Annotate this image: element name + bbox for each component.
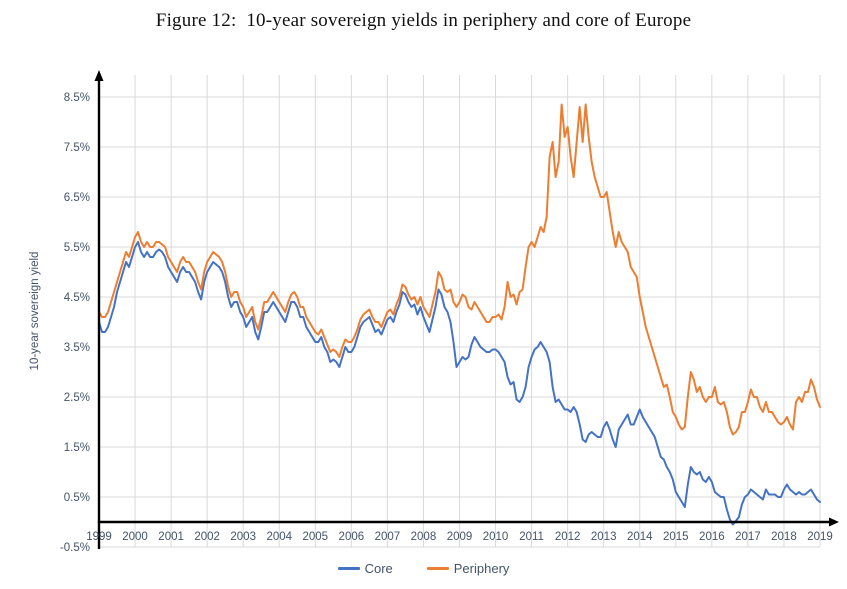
core-line-swatch	[337, 567, 360, 570]
svg-text:2018: 2018	[771, 531, 797, 543]
legend-item-periphery: Periphery	[426, 561, 510, 576]
svg-text:2000: 2000	[122, 531, 148, 543]
svg-text:2008: 2008	[411, 531, 437, 543]
svg-text:4.5%: 4.5%	[64, 292, 90, 304]
svg-text:2006: 2006	[339, 531, 365, 543]
svg-text:2019: 2019	[807, 531, 833, 543]
svg-text:2.5%: 2.5%	[64, 392, 90, 404]
svg-text:2011: 2011	[519, 531, 544, 543]
periphery-line-swatch	[426, 567, 449, 570]
svg-text:2015: 2015	[663, 531, 689, 543]
svg-text:3.5%: 3.5%	[64, 342, 90, 354]
svg-text:1.5%: 1.5%	[64, 442, 90, 454]
svg-text:2013: 2013	[591, 531, 617, 543]
svg-text:2016: 2016	[699, 531, 725, 543]
y-tick-labels: 8.5% 7.5% 6.5% 5.5% 4.5% 3.5% 2.5% 1.5% 0.5% -0.5…	[60, 92, 90, 554]
x-tick-labels: 1999 2000 2001 2002 2003 2004 2005 2006 2007 2008…	[86, 531, 833, 543]
svg-text:2012: 2012	[555, 531, 581, 543]
figure-title: Figure 12: 10-year sovereign yields in p…	[155, 10, 692, 31]
periphery-series-line	[98, 103, 821, 436]
legend-item-core: Core	[337, 561, 393, 576]
gridlines	[98, 75, 821, 548]
svg-text:7.5%: 7.5%	[64, 142, 90, 154]
x-axis-arrow-icon	[829, 517, 839, 527]
svg-text:2010: 2010	[483, 531, 509, 543]
svg-text:2004: 2004	[266, 531, 292, 543]
svg-text:2003: 2003	[230, 531, 256, 543]
svg-text:2001: 2001	[158, 531, 184, 543]
svg-text:2009: 2009	[447, 531, 473, 543]
svg-text:2002: 2002	[194, 531, 220, 543]
y-axis-arrow-icon	[94, 70, 104, 81]
svg-text:2014: 2014	[627, 531, 653, 543]
y-axis-title: 10-year sovereign yield	[29, 252, 41, 371]
svg-text:-0.5%: -0.5%	[60, 542, 90, 554]
svg-text:5.5%: 5.5%	[64, 242, 90, 254]
svg-text:2017: 2017	[735, 531, 761, 543]
svg-text:1999: 1999	[86, 531, 112, 543]
core-series-line	[98, 241, 821, 526]
svg-text:8.5%: 8.5%	[64, 92, 90, 104]
svg-text:2007: 2007	[375, 531, 401, 543]
legend-label-core: Core	[364, 561, 393, 576]
svg-text:2005: 2005	[303, 531, 329, 543]
legend-label-periphery: Periphery	[453, 561, 510, 576]
axes	[97, 79, 831, 549]
svg-text:6.5%: 6.5%	[64, 192, 90, 204]
svg-text:0.5%: 0.5%	[64, 492, 90, 504]
chart-legend: Core Periphery	[0, 561, 847, 576]
